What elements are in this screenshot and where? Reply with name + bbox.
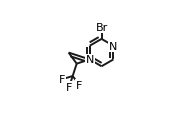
Text: N: N <box>109 41 118 51</box>
Text: Br: Br <box>95 23 108 33</box>
Text: N: N <box>86 55 94 65</box>
Text: F: F <box>76 80 83 90</box>
Text: N: N <box>86 55 94 65</box>
Text: F: F <box>66 82 72 92</box>
Text: F: F <box>59 75 65 85</box>
